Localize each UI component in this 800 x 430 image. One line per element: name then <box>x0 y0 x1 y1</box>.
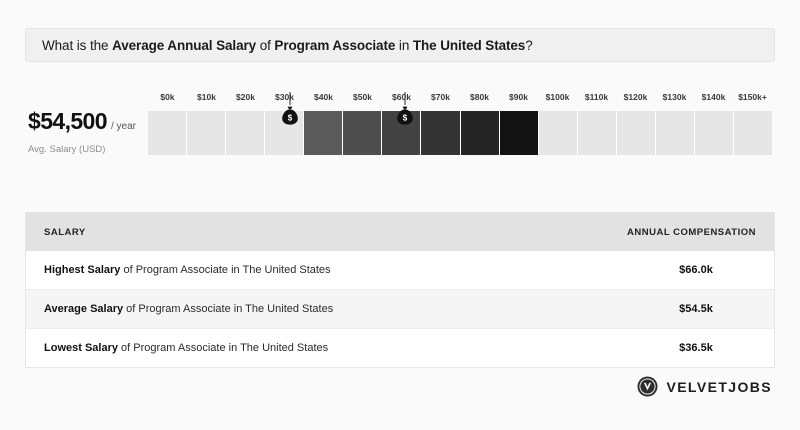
salary-bar-segment <box>460 111 499 155</box>
salary-bar-segment <box>655 111 694 155</box>
scale-tick-label: $90k <box>509 92 528 102</box>
salary-bar-segment <box>616 111 655 155</box>
annual-compensation-value: $66.0k <box>679 264 713 276</box>
salary-type-label: Highest Salary <box>44 264 121 276</box>
title-highlight-location: The United States <box>412 37 526 53</box>
scale-tick-labels: $0k $10k $20k $30k $40k $50k $60k $70k $80k $90k $… <box>148 92 772 108</box>
salary-description-rest: of Program Associate in The United State… <box>120 264 331 276</box>
money-bag-icon: $ <box>397 106 414 125</box>
scale-tick-label: $20k <box>236 92 255 102</box>
salary-bar-segment <box>343 111 382 155</box>
salary-bar-segment <box>733 111 772 155</box>
table-body: Highest Salary of Program Associate in T… <box>26 251 774 367</box>
salary-scale: $0k $10k $20k $30k $40k $50k $60k $70k $80k $90k $… <box>148 92 772 155</box>
salary-marker-money-bag-icon: $ <box>397 92 414 125</box>
scale-tick-label: $60k <box>392 92 411 102</box>
scale-tick-label: $40k <box>314 92 333 102</box>
scale-tick-label: $120k <box>623 92 648 102</box>
svg-text:$: $ <box>288 114 293 123</box>
title-highlight-salary: Average Annual Salary <box>112 37 257 53</box>
scale-tick-label: $80k <box>470 92 489 102</box>
average-salary-row: $54,500 / year <box>28 108 138 135</box>
average-salary-summary: $54,500 / year Avg. Salary (USD) <box>28 108 138 155</box>
salary-description-cell: Average Salary of Program Associate in T… <box>44 303 636 315</box>
salary-bar-segment <box>148 111 187 155</box>
velvetjobs-mark-icon <box>637 376 658 397</box>
salary-description-rest: of Program Associate in The United State… <box>117 342 329 354</box>
annual-compensation-value: $36.5k <box>679 342 713 354</box>
salary-marker-money-bag-icon: $ <box>282 92 299 125</box>
table-row: Highest Salary of Program Associate in T… <box>26 251 774 289</box>
brand-logo[interactable]: VELVETJOBS <box>637 376 772 397</box>
table-row: Lowest Salary of Program Associate in Th… <box>26 328 774 367</box>
salary-bar-segment <box>304 111 343 155</box>
average-salary-period: / year <box>110 121 136 132</box>
scale-tick-label: $100k <box>545 92 570 102</box>
title-mid-1: of <box>256 37 275 53</box>
column-header-salary: SALARY <box>44 226 86 238</box>
salary-bar-segment <box>187 111 226 155</box>
scale-tick-label: $0k <box>160 92 175 102</box>
column-header-annual-compensation: ANNUAL COMPENSATION <box>627 226 756 238</box>
salary-bar-segment <box>499 111 538 155</box>
salary-description-cell: Highest Salary of Program Associate in T… <box>44 264 636 276</box>
scale-tick-label: $150k+ <box>738 92 767 102</box>
salary-bar-segment <box>226 111 265 155</box>
title-highlight-role: Program Associate <box>274 37 396 53</box>
annual-compensation-value: $54.5k <box>679 303 713 315</box>
title-suffix: ? <box>525 37 533 53</box>
scale-tick-label: $10k <box>197 92 216 102</box>
salary-bar-segment <box>577 111 616 155</box>
salary-range-bar <box>148 111 772 155</box>
table-header-row: SALARY ANNUAL COMPENSATION <box>26 213 774 251</box>
salary-type-label: Lowest Salary <box>44 342 118 354</box>
salary-bar-segment <box>538 111 577 155</box>
title-prefix: What is the <box>42 37 113 53</box>
average-salary-caption: Avg. Salary (USD) <box>28 144 106 155</box>
scale-tick-label: $50k <box>353 92 372 102</box>
scale-tick-label: $130k <box>662 92 687 102</box>
average-salary-amount: $54,500 <box>28 108 108 134</box>
salary-bar-segment <box>694 111 733 155</box>
marker-stem <box>289 92 291 105</box>
salary-description-rest: of Program Associate in The United State… <box>123 303 334 315</box>
page-title: What is the Average Annual Salary of Pro… <box>26 38 533 53</box>
scale-tick-label: $140k <box>701 92 726 102</box>
brand-name: VELVETJOBS <box>666 378 772 395</box>
marker-stem <box>404 92 406 105</box>
title-mid-2: in <box>395 37 413 53</box>
money-bag-icon: $ <box>282 106 299 125</box>
question-title-bar: What is the Average Annual Salary of Pro… <box>25 28 775 62</box>
salary-description-cell: Lowest Salary of Program Associate in Th… <box>44 342 636 354</box>
scale-tick-label: $110k <box>584 92 609 102</box>
salary-bar-segment <box>421 111 460 155</box>
table-row: Average Salary of Program Associate in T… <box>26 289 774 328</box>
scale-tick-label: $30k <box>275 92 294 102</box>
svg-text:$: $ <box>403 114 408 123</box>
salary-table: SALARY ANNUAL COMPENSATION Highest Salar… <box>25 212 775 368</box>
salary-type-label: Average Salary <box>44 303 124 315</box>
scale-tick-label: $70k <box>431 92 450 102</box>
